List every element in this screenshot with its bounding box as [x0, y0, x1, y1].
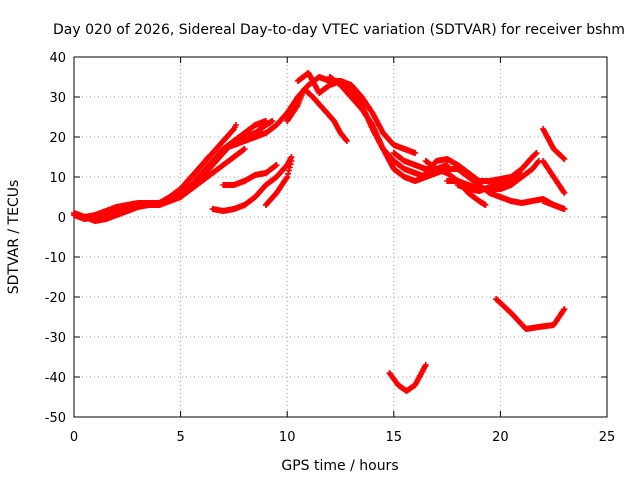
y-tick-label: 0	[58, 211, 66, 226]
x-tick-label: 20	[492, 430, 509, 445]
series-arc-10	[220, 74, 419, 156]
series-arc-22	[386, 362, 429, 394]
series-arc-21	[540, 198, 568, 212]
series-arc-09	[262, 158, 295, 208]
series-arc-19	[540, 126, 568, 162]
series-markers	[220, 162, 280, 188]
series-markers	[284, 86, 350, 144]
series-arc-05	[166, 122, 239, 200]
series-markers	[422, 150, 540, 184]
x-tick-label: 15	[386, 430, 403, 445]
y-tick-label: 20	[49, 131, 66, 146]
y-axis-label: SDTVAR / TECUs	[6, 180, 22, 295]
series-arc-07	[209, 154, 295, 214]
series-markers	[493, 296, 568, 332]
series-markers	[262, 158, 295, 208]
series-markers	[540, 198, 568, 212]
plot-area	[71, 70, 568, 394]
series-arc-18	[454, 172, 525, 194]
axis-ticks: 0 5 10 15 20 25 -50 -40 -30 -20 -10 0 10 20 30 40	[45, 51, 616, 445]
series-markers	[540, 158, 568, 196]
x-tick-label: 25	[599, 430, 616, 445]
chart-title: Day 020 of 2026, Sidereal Day-to-day VTE…	[53, 22, 625, 38]
y-tick-label: -50	[45, 411, 66, 426]
y-tick-label: 30	[49, 91, 66, 106]
x-axis-label: GPS time / hours	[281, 458, 398, 474]
series-arc-15	[422, 150, 540, 184]
series-markers	[220, 74, 419, 156]
y-tick-label: -40	[45, 371, 66, 386]
y-tick-label: -20	[45, 291, 66, 306]
plot-frame	[73, 56, 608, 418]
y-tick-label: 10	[49, 171, 66, 186]
x-tick-label: 0	[70, 430, 78, 445]
x-tick-label: 5	[176, 430, 184, 445]
series-markers	[81, 202, 163, 224]
y-tick-label: -30	[45, 331, 66, 346]
series-arc-03	[81, 202, 163, 224]
y-tick-label: -10	[45, 251, 66, 266]
series-arc-20	[540, 158, 568, 196]
series-markers	[209, 154, 295, 214]
series-markers	[166, 122, 239, 200]
series-markers	[386, 362, 429, 394]
series-markers	[540, 126, 568, 162]
series-arc-23	[493, 296, 568, 332]
grid-lines	[74, 57, 607, 417]
x-tick-label: 10	[279, 430, 296, 445]
series-arc-08	[220, 162, 280, 188]
y-tick-label: 40	[49, 51, 66, 66]
series-markers	[454, 172, 525, 194]
series-arc-11	[284, 86, 350, 144]
